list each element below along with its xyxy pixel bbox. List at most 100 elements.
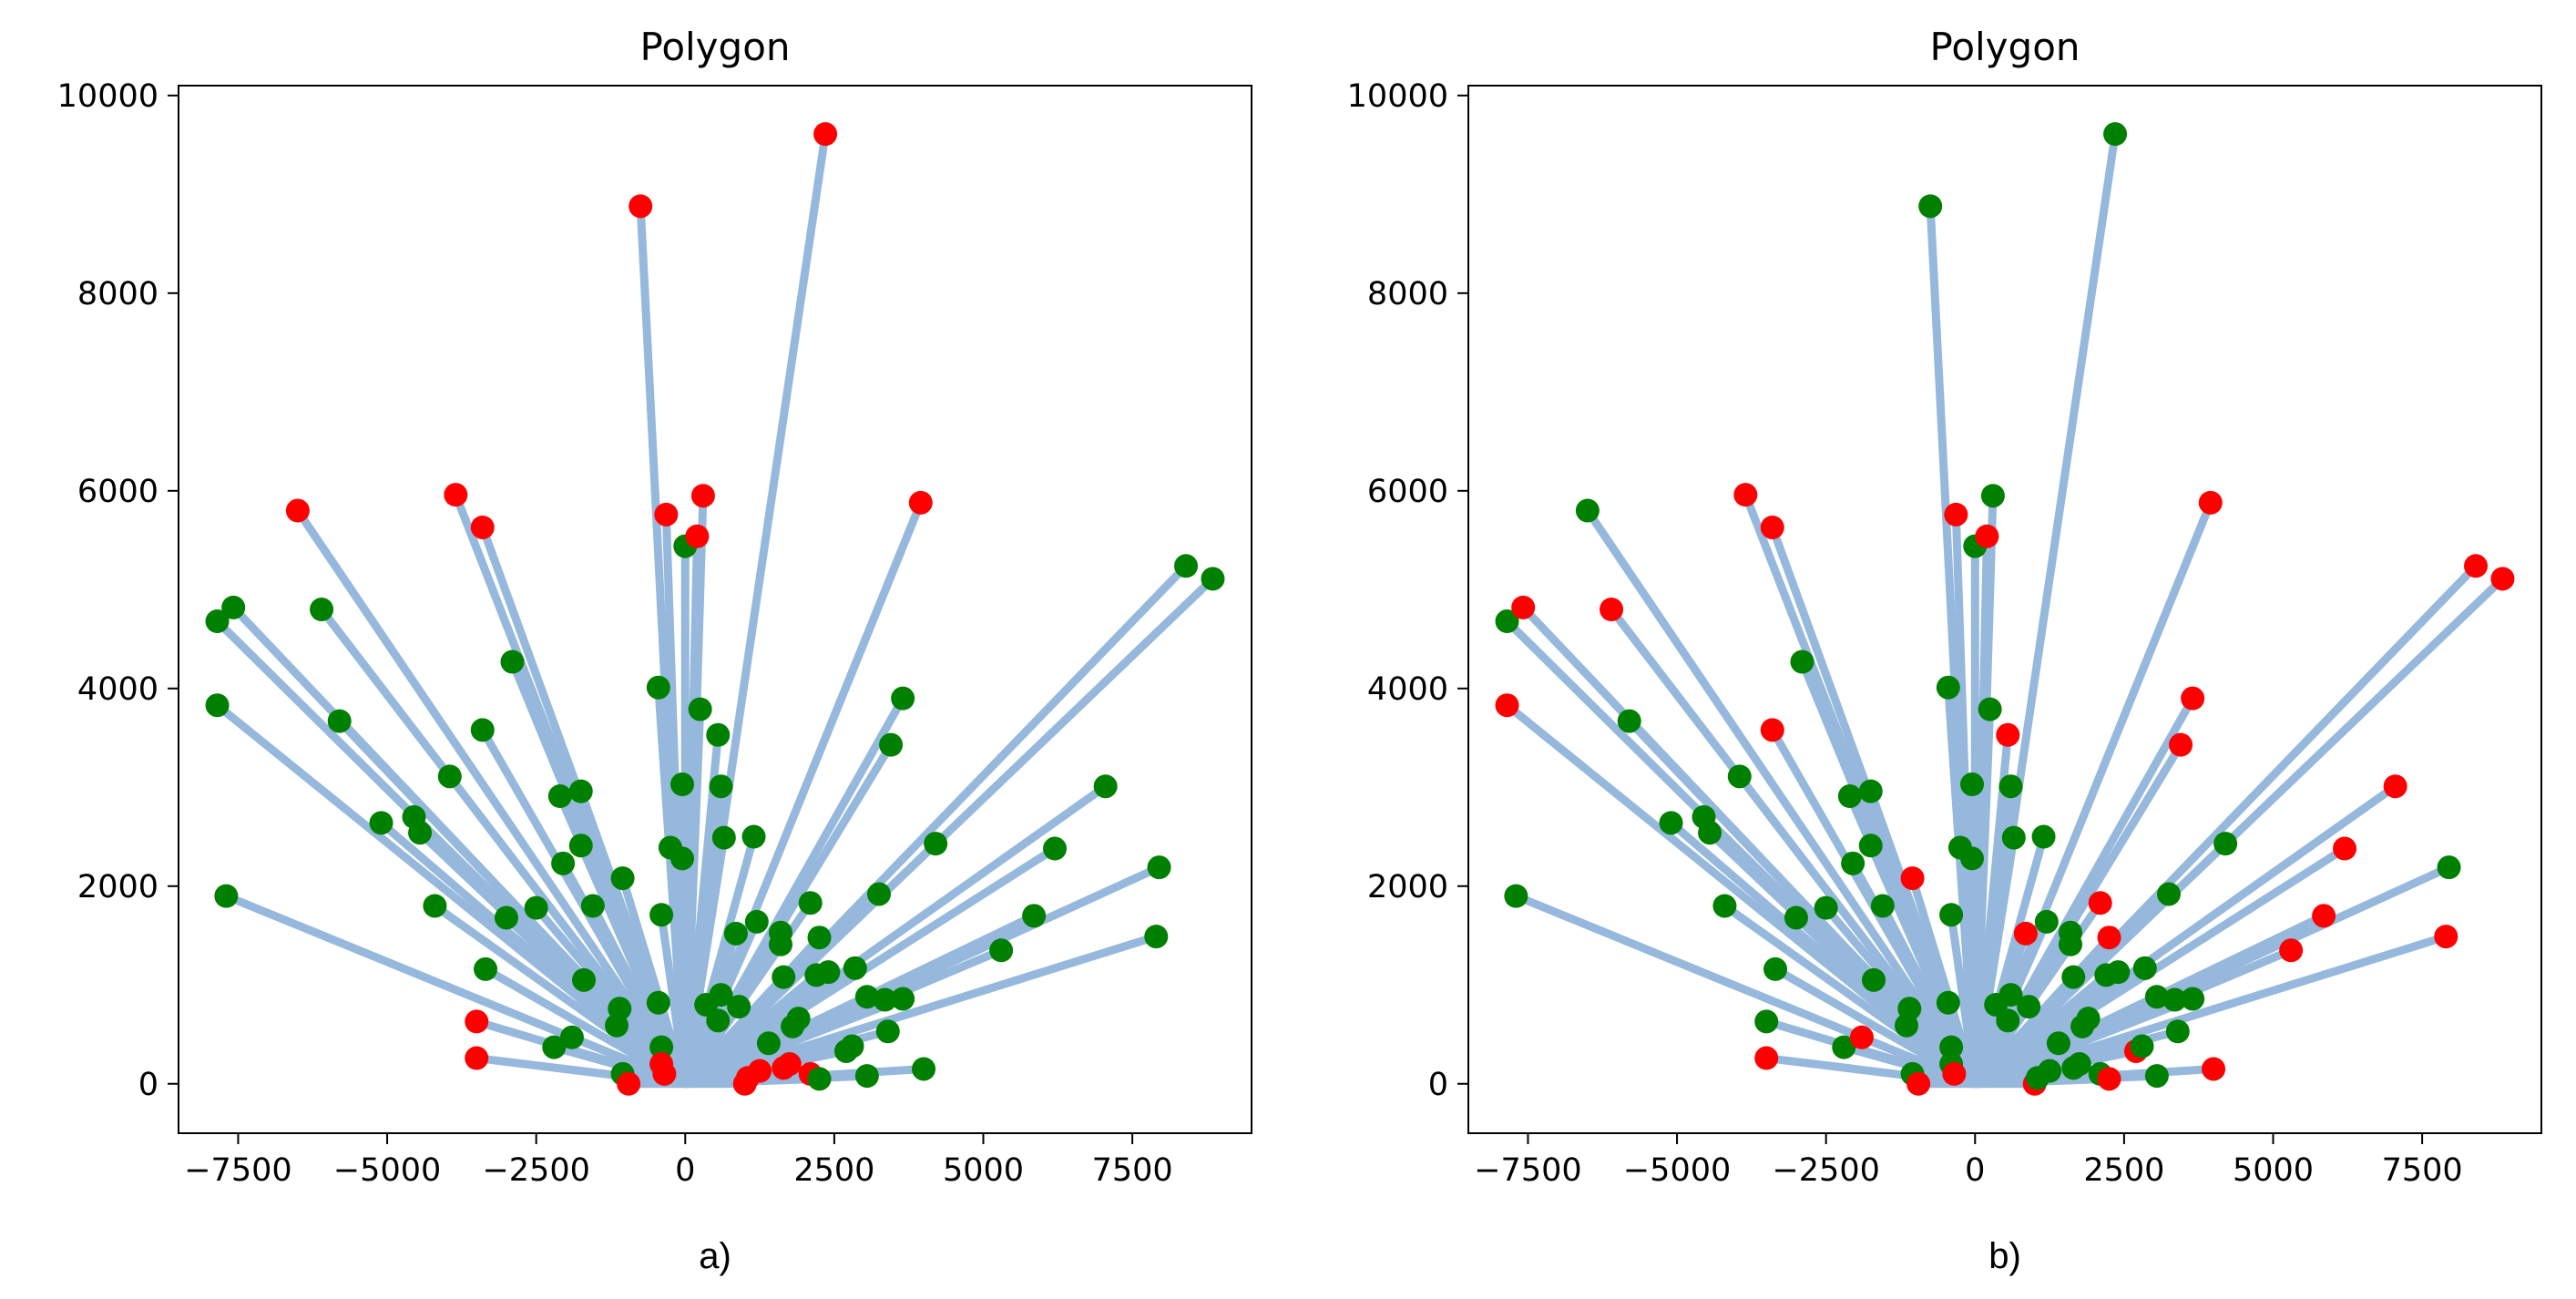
x-tick-label-a-3: 0 — [675, 1152, 695, 1189]
y-tick-label-b-3: 6000 — [1367, 474, 1448, 510]
data-point-b-98 — [2490, 567, 2515, 591]
data-point-a-83 — [873, 987, 897, 1012]
data-point-b-1 — [1495, 693, 1519, 718]
data-point-a-87 — [891, 987, 915, 1011]
data-point-a-89 — [912, 1057, 936, 1081]
polygon-edge-b-4 — [1583, 506, 1979, 1089]
data-point-a-70 — [798, 891, 823, 915]
data-point-b-52 — [2001, 825, 2026, 850]
data-point-a-4 — [285, 498, 310, 523]
data-point-b-61 — [2038, 1059, 2062, 1083]
data-point-b-46 — [1975, 524, 1999, 548]
data-point-a-20 — [524, 895, 548, 920]
data-point-a-25 — [568, 779, 593, 803]
data-point-a-21 — [547, 784, 572, 809]
data-point-b-2 — [1495, 609, 1519, 634]
data-point-a-5 — [310, 598, 334, 621]
data-point-b-25 — [1858, 779, 1883, 803]
data-point-a-78 — [840, 1034, 864, 1059]
data-point-a-51 — [709, 774, 733, 799]
data-point-b-84 — [2165, 1019, 2190, 1044]
data-point-b-51 — [1998, 774, 2023, 799]
data-point-b-88 — [2198, 490, 2223, 515]
subplot-b: −7500 −5000 −2500 0 2500 5000 7500 0 2000 4000 60… — [1347, 25, 2542, 1276]
polygon-edge-b-98 — [1970, 574, 2507, 1089]
data-point-b-14 — [1760, 718, 1784, 742]
data-point-a-36 — [649, 903, 674, 927]
data-point-a-74 — [807, 1067, 832, 1091]
data-point-b-79 — [2132, 956, 2157, 980]
y-tick-label-b-2: 4000 — [1367, 671, 1448, 708]
data-point-a-41 — [654, 502, 679, 527]
polygon-edge-b-95 — [1970, 932, 2450, 1089]
data-point-a-62 — [756, 1031, 781, 1056]
data-point-a-67 — [777, 1052, 802, 1077]
data-point-b-11 — [1727, 764, 1752, 789]
data-point-a-65 — [772, 965, 796, 989]
data-point-a-22 — [551, 851, 576, 875]
data-point-a-90 — [924, 832, 948, 856]
data-point-b-91 — [2279, 938, 2304, 963]
data-point-b-96 — [2437, 855, 2461, 880]
data-point-a-47 — [690, 484, 715, 508]
data-point-b-70 — [2088, 891, 2112, 915]
data-point-a-12 — [444, 483, 468, 507]
data-point-a-56 — [727, 995, 751, 1019]
data-point-a-10 — [423, 894, 447, 918]
x-axis-a: −7500 −5000 −2500 0 2500 5000 7500 — [184, 1133, 1173, 1189]
data-point-a-7 — [369, 811, 394, 835]
y-tick-label-a-4: 8000 — [77, 276, 158, 312]
data-point-a-75 — [813, 122, 838, 147]
polygon-edge-a-4 — [293, 506, 690, 1089]
data-point-a-69 — [786, 1007, 811, 1031]
data-point-b-48 — [1978, 697, 2002, 721]
data-point-b-86 — [2181, 686, 2205, 711]
x-tick-label-b-5: 5000 — [2233, 1152, 2314, 1189]
data-point-b-87 — [2181, 987, 2205, 1011]
x-tick-label-b-2: −2500 — [1772, 1152, 1879, 1189]
subplot-a: −7500 −5000 −2500 0 2500 5000 7500 0 2000 4000 60… — [57, 25, 1252, 1276]
x-tick-label-b-3: 0 — [1965, 1152, 1985, 1189]
x-tick-label-a-2: −2500 — [482, 1152, 589, 1189]
data-point-a-34 — [629, 194, 653, 219]
data-point-b-23 — [1832, 1035, 1856, 1059]
data-point-b-13 — [1760, 515, 1784, 539]
data-point-a-72 — [807, 926, 832, 950]
polygon-edge-b-75 — [1970, 129, 2120, 1089]
polygon-edge-a-98 — [680, 574, 1217, 1089]
x-axis-b: −7500 −5000 −2500 0 2500 5000 7500 — [1474, 1133, 2463, 1189]
x-tick-label-a-1: −5000 — [333, 1152, 441, 1189]
data-point-a-27 — [572, 967, 597, 992]
polygon-edge-a-10 — [430, 901, 690, 1089]
data-point-b-93 — [2333, 836, 2357, 861]
data-point-a-33 — [617, 1071, 641, 1096]
y-tick-label-a-0: 0 — [138, 1067, 158, 1103]
data-point-a-82 — [866, 882, 891, 906]
data-point-b-94 — [2383, 774, 2407, 799]
data-point-a-16 — [465, 1009, 489, 1034]
data-point-b-3 — [1511, 595, 1536, 619]
data-point-a-94 — [1093, 774, 1118, 799]
data-point-a-81 — [854, 1064, 879, 1089]
data-point-b-97 — [2464, 554, 2489, 578]
data-point-b-26 — [1858, 834, 1883, 858]
data-point-a-37 — [646, 990, 670, 1015]
data-point-a-52 — [711, 825, 736, 850]
data-point-a-2 — [205, 609, 230, 634]
data-point-a-93 — [1043, 836, 1068, 861]
data-point-b-4 — [1575, 498, 1600, 523]
polygon-edge-b-10 — [1720, 901, 1979, 1089]
data-point-b-22 — [1841, 851, 1866, 875]
data-point-b-0 — [1504, 884, 1528, 908]
data-point-b-53 — [1998, 983, 2023, 1007]
data-point-a-79 — [843, 956, 867, 980]
data-point-b-82 — [2156, 882, 2181, 906]
polygon-edge-a-97 — [680, 561, 1191, 1089]
data-point-a-92 — [1022, 904, 1047, 928]
data-point-b-34 — [1918, 194, 1943, 219]
data-point-b-65 — [2061, 965, 2086, 989]
data-point-a-15 — [474, 956, 498, 981]
data-point-a-19 — [494, 905, 518, 930]
data-point-b-40 — [1942, 1061, 1967, 1086]
